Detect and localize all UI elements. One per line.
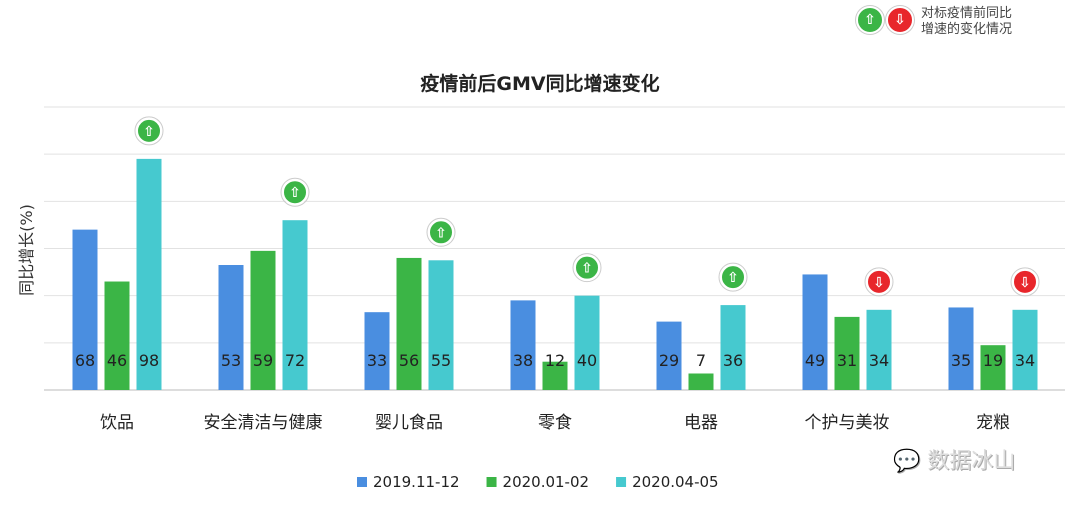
data-label: 38 <box>513 351 533 370</box>
trend-legend-icons: ⇧ ⇩ <box>856 6 914 34</box>
bar <box>136 158 162 390</box>
down-arrow-icon: ⇩ <box>1019 275 1031 291</box>
up-arrow-icon: ⇧ <box>143 124 155 140</box>
legend-label: 2020.04-05 <box>632 473 719 491</box>
down-arrow-icon: ⇩ <box>873 275 885 291</box>
watermark: 💬 数据冰山 <box>893 443 1015 475</box>
bar <box>428 260 454 390</box>
chart-title: 疫情前后GMV同比增速变化 <box>420 72 659 95</box>
data-label: 49 <box>805 351 825 370</box>
bar <box>510 300 536 390</box>
data-label: 56 <box>399 351 419 370</box>
data-label: 72 <box>285 351 305 370</box>
bar <box>218 265 244 390</box>
data-label: 12 <box>545 351 565 370</box>
up-trend-icon <box>136 117 162 144</box>
bar <box>542 361 568 390</box>
category-label: 婴儿食品 <box>375 413 443 433</box>
bar <box>574 295 600 390</box>
wechat-icon: 💬 <box>893 449 921 474</box>
data-label: 46 <box>107 351 127 370</box>
trend-icon-ring <box>280 177 310 207</box>
data-label: 34 <box>869 351 889 370</box>
trend-legend-note: 对标疫情前同比 增速的变化情况 <box>921 6 1012 38</box>
down-trend-icon <box>866 268 892 295</box>
bar <box>1012 309 1038 390</box>
up-arrow-icon: ⇧ <box>289 185 301 201</box>
data-label: 59 <box>253 351 273 370</box>
bar <box>72 229 98 390</box>
trend-icon-ring <box>572 253 602 283</box>
bar <box>282 220 308 390</box>
legend-swatch <box>486 477 497 487</box>
bar <box>656 321 682 390</box>
category-label: 个护与美妆 <box>805 413 890 433</box>
up-arrow-icon: ⇧ <box>435 225 447 241</box>
bar <box>720 305 746 390</box>
bar <box>834 316 860 390</box>
up-trend-icon <box>282 179 308 206</box>
bar <box>396 257 422 390</box>
data-label: 29 <box>659 351 679 370</box>
data-label: 68 <box>75 351 95 370</box>
up-trend-icon <box>428 219 454 246</box>
data-label: 31 <box>837 351 857 370</box>
bar <box>802 274 828 390</box>
category-label: 零食 <box>538 413 572 433</box>
bar <box>364 312 390 390</box>
trend-icon-ring <box>864 267 894 297</box>
bar <box>948 307 974 390</box>
up-trend-icon <box>720 264 746 291</box>
legend-swatch <box>357 477 367 487</box>
bar <box>866 309 892 390</box>
data-label: 40 <box>577 351 597 370</box>
trend-note-line1: 对标疫情前同比 <box>921 6 1013 21</box>
up-arrow-icon: ⇧ <box>856 6 884 34</box>
legend-swatch <box>616 477 627 487</box>
legend-label: 2019.11-12 <box>373 473 460 491</box>
up-arrow-icon: ⇧ <box>581 261 593 277</box>
bar <box>104 281 130 390</box>
data-label: 36 <box>723 351 743 370</box>
down-trend-icon <box>1012 268 1038 295</box>
trend-icon-ring <box>718 262 748 292</box>
data-label: 98 <box>139 351 159 370</box>
bar <box>980 345 1006 390</box>
legend-label: 2020.01-02 <box>503 473 590 491</box>
bar <box>688 373 714 390</box>
down-arrow-icon: ⇩ <box>886 6 914 34</box>
data-label: 55 <box>431 351 451 370</box>
data-label: 35 <box>951 351 971 370</box>
up-trend-icon <box>574 254 600 281</box>
category-label: 电器 <box>684 413 718 433</box>
data-label: 33 <box>367 351 387 370</box>
y-axis-label: 同比增长(%) <box>17 204 36 296</box>
data-label: 7 <box>696 351 706 370</box>
trend-icon-ring <box>134 116 164 146</box>
data-label: 19 <box>983 351 1003 370</box>
data-label: 34 <box>1015 351 1035 370</box>
bar <box>250 250 276 390</box>
up-arrow-icon: ⇧ <box>727 270 739 286</box>
trend-note-line2: 增速的变化情况 <box>921 22 1013 37</box>
trend-icon-ring <box>1010 267 1040 297</box>
watermark-text: 数据冰山 <box>927 449 1016 474</box>
category-label: 饮品 <box>100 413 134 433</box>
trend-icon-ring <box>426 217 456 247</box>
data-label: 53 <box>221 351 241 370</box>
category-label: 安全清洁与健康 <box>204 413 323 433</box>
category-label: 宠粮 <box>976 413 1010 433</box>
